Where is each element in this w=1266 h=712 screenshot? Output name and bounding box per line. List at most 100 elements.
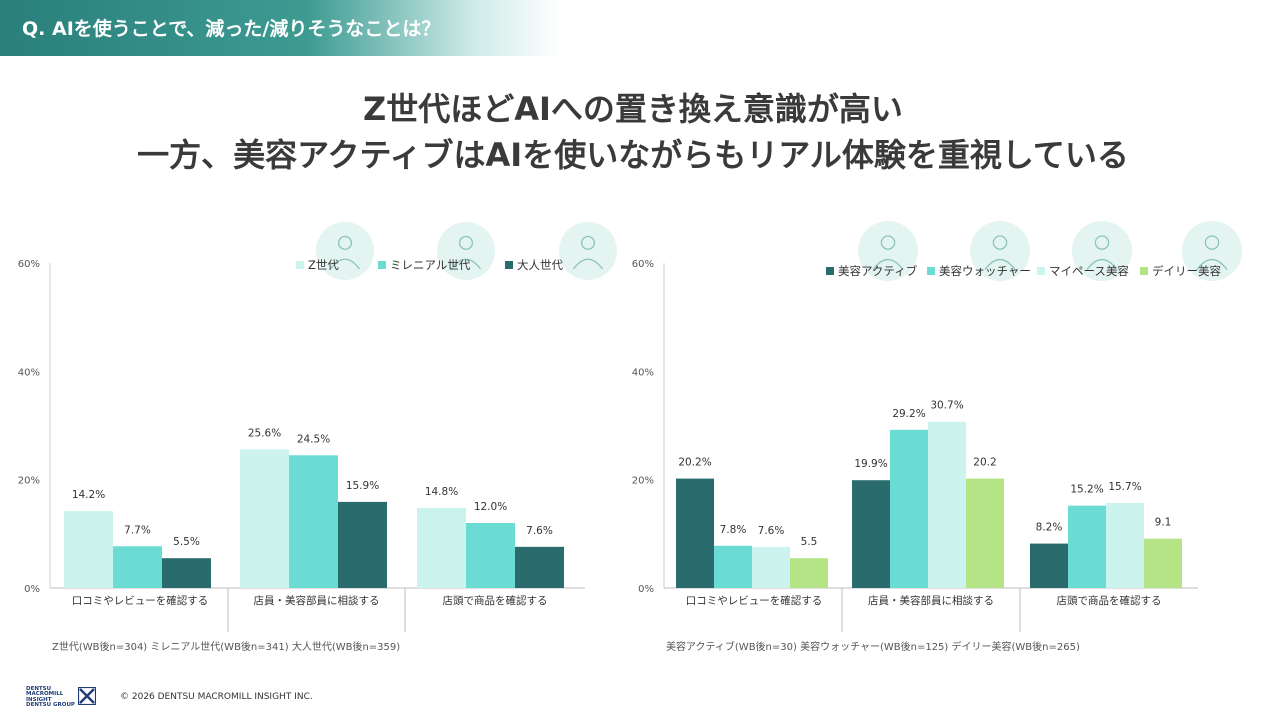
chart2-bar [852,480,890,588]
woman-phone-icon [559,222,617,280]
chart1-bar [417,507,466,588]
chart2-ytick-label: 20% [632,476,654,487]
chart2-data-label: 5.5 [801,536,818,548]
chart2-category-label: 店員・美容部員に相談する [868,594,994,607]
chart2-bar [1144,538,1182,588]
chart1-legend-label: ミレニアル世代 [390,258,471,272]
chart1-bar [466,523,515,588]
chart1-category-label: 店員・美容部員に相談する [254,594,380,607]
chart2-data-label: 8.2% [1036,522,1063,534]
chart1-data-label: 5.5% [173,536,200,548]
chart1-data-label: 7.6% [526,525,553,537]
woman-laptop-icon-head [458,235,474,250]
copyright-text: © 2026 DENTSU MACROMILL INSIGHT INC. [120,692,313,702]
woman-portrait-icon-body [1086,258,1118,270]
chart1-ytick-label: 40% [18,367,40,378]
chart2-bar [928,421,966,588]
headline-line-2: 一方、美容アクティブはAIを使いながらもリアル体験を重視している [137,136,1129,174]
skincare-woman-icon-body [1196,258,1228,270]
chart2-legend-swatch [927,267,935,275]
chart2-data-label: 15.7% [1108,481,1141,493]
chart1-ytick-label: 20% [18,476,40,487]
logo-wordmark: DENTSU MACROMILL INSIGHT DENTSU GROUP [26,686,75,709]
chart2-ytick-label: 40% [632,367,654,378]
chart2-data-label: 9.1 [1155,517,1172,529]
chart2-bar [1068,505,1106,588]
chart1-legend-swatch [378,261,386,269]
chart2-sample-note: 美容アクティブ(WB後n=30) 美容ウォッチャー(WB後n=125) デイリー… [666,642,1080,653]
chart1-bar [113,546,162,588]
chart2-ytick-label: 0% [638,584,654,595]
chart1-bar [338,501,387,588]
chart1-category-label: 店頭で商品を確認する [443,594,548,607]
skincare-woman-icon [1182,221,1242,281]
chart1-category-label: 口コミやレビューを確認する [72,594,209,607]
chart2-data-label: 7.6% [758,525,785,537]
company-logo: DENTSU MACROMILL INSIGHT DENTSU GROUP [26,686,98,709]
makeup-woman-icon-body [984,258,1016,270]
chart1-bar [162,558,211,588]
chart2-data-label: 19.9% [854,458,887,470]
chart2-bar [676,478,714,588]
chart1-data-label: 25.6% [248,427,281,439]
headline-line-1: Z世代ほどAIへの置き換え意識が高い [363,90,903,128]
chart1-data-label: 14.8% [425,486,458,498]
chart1-data-label: 7.7% [124,524,151,536]
chart1-data-label: 12.0% [474,501,507,513]
chart1-bar [289,455,338,588]
chart2-data-label: 7.8% [720,524,747,536]
woman-thinking-icon-body [329,258,361,270]
chart2-legend-swatch [1037,267,1045,275]
chart2-legend-label: デイリー美容 [1152,264,1221,278]
chart1-bar [240,449,289,588]
chart1-bar [515,546,564,588]
woman-portrait-icon [1072,221,1132,281]
woman-laptop-icon-body [450,258,482,270]
chart1-sample-note: Z世代(WB後n=304) ミレニアル世代(WB後n=341) 大人世代(WB後… [52,642,401,653]
chart1-data-label: 15.9% [346,480,379,492]
chart2-category-label: 店頭で商品を確認する [1057,594,1162,607]
chart2-data-label: 29.2% [892,408,925,420]
logo-x-icon [78,687,96,705]
chart1-legend-swatch [296,261,304,269]
makeup-woman-icon-head [992,235,1008,250]
chart2-legend-label: 美容ウォッチャー [939,264,1031,278]
chart2-ytick-label: 60% [632,259,654,270]
chart2-legend-label: マイペース美容 [1049,264,1129,278]
question-banner: Q. AIを使うことで、減った/減りそうなことは？ [0,0,560,56]
chart1-data-label: 14.2% [72,489,105,501]
chart2-bar [790,558,828,588]
chart1-ytick-label: 0% [24,584,40,595]
chart2-legend-swatch [826,267,834,275]
chart1-legend-swatch [505,261,513,269]
woman-laptop-icon [437,222,495,280]
woman-phone-icon-body [572,258,604,270]
chart2-data-label: 30.7% [930,400,963,412]
woman-phone-icon-head [580,235,596,250]
beauty-consultation-icon-body [872,258,904,270]
chart2-legend-label: 美容アクティブ [838,264,918,278]
chart2-legend-swatch [1140,267,1148,275]
chart2-bar [752,546,790,588]
skincare-woman-icon-head [1204,235,1220,250]
chart2-bar [1106,502,1144,588]
woman-thinking-icon-head [337,235,353,250]
chart2-bar [890,429,928,588]
chart2-data-label: 20.2% [678,457,711,469]
chart1-bar [64,511,113,588]
chart2-category-label: 口コミやレビューを確認する [686,594,823,607]
chart2-data-label: 20.2 [973,457,996,469]
question-text: Q. AIを使うことで、減った/減りそうなことは？ [22,18,441,40]
chart2-bar [714,545,752,588]
woman-portrait-icon-head [1094,235,1110,250]
chart1-legend-label: 大人世代 [517,258,563,272]
makeup-woman-icon [970,221,1030,281]
chart2-data-label: 15.2% [1070,484,1103,496]
chart1-legend-label: Z世代 [308,258,339,272]
beauty-consultation-icon-head [880,235,896,250]
chart2-bar [966,478,1004,588]
chart2-bar [1030,543,1068,588]
woman-thinking-icon [316,222,374,280]
beauty-consultation-icon [858,221,918,281]
